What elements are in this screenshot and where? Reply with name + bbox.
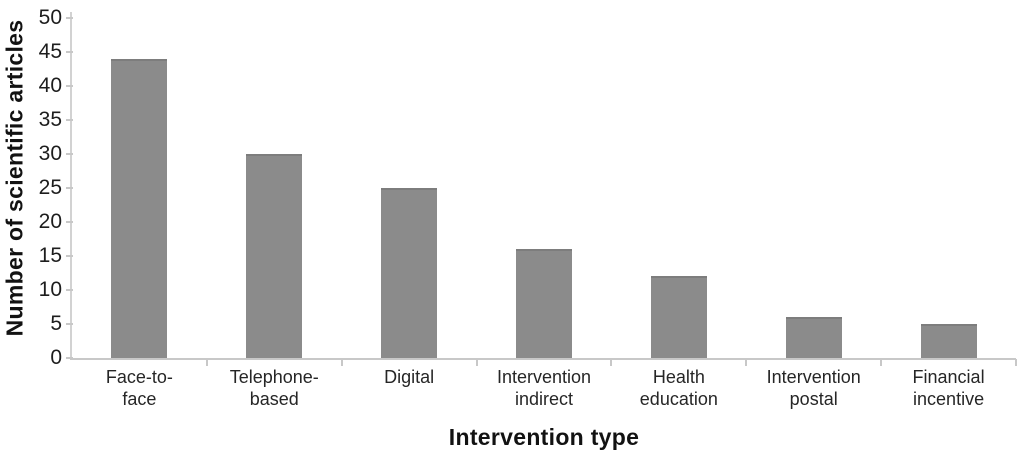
y-tick-label: 15	[38, 244, 62, 267]
y-tick-mark	[66, 221, 73, 223]
x-tick-mark	[1015, 359, 1017, 366]
y-tick-mark	[66, 153, 73, 155]
y-tick-label: 45	[38, 40, 62, 63]
bar-intervention-indirect	[516, 249, 572, 358]
y-tick-label: 50	[38, 6, 62, 29]
x-category-label: Intervention indirect	[496, 367, 592, 409]
x-tick-mark	[205, 359, 208, 366]
x-tick-mark	[745, 359, 748, 366]
y-tick-label: 40	[38, 74, 62, 97]
x-axis-title: Intervention type	[448, 424, 640, 450]
y-tick-mark	[66, 17, 73, 19]
bar-intervention-postal	[785, 317, 842, 358]
x-category-label: Face-to- face	[105, 367, 173, 409]
y-tick-mark	[66, 255, 73, 257]
y-tick-mark	[66, 187, 73, 189]
bar-digital	[381, 188, 438, 358]
y-axis-line	[70, 12, 72, 360]
x-tick-mark	[475, 359, 478, 366]
y-tick-label: 5	[50, 312, 62, 335]
x-category-label: Intervention postal	[766, 367, 861, 409]
x-tick-mark	[610, 359, 613, 366]
y-tick-mark	[66, 51, 73, 53]
x-category-label: Telephone- based	[229, 367, 319, 409]
bar-face-to-face	[111, 58, 168, 358]
y-tick-mark	[66, 289, 73, 291]
y-tick-mark	[66, 357, 73, 359]
x-category-label: Digital	[384, 367, 435, 387]
y-tick-label: 20	[38, 210, 62, 233]
x-category-label: Financial incentive	[912, 367, 985, 409]
y-tick-label: 35	[38, 108, 62, 131]
bar-health-education	[650, 276, 707, 358]
x-tick-mark	[340, 359, 343, 366]
y-tick-label: 10	[38, 278, 62, 301]
y-tick-label: 0	[50, 346, 62, 369]
y-tick-mark	[66, 85, 73, 87]
x-axis-line	[70, 358, 1016, 360]
y-tick-label: 25	[38, 176, 62, 199]
bar-telephone-based	[246, 154, 303, 358]
y-tick-mark	[66, 323, 73, 325]
x-tick-mark	[880, 359, 883, 366]
y-tick-label: 30	[38, 142, 62, 165]
x-category-label: Health education	[639, 367, 718, 409]
bar-financial-incentive	[920, 324, 977, 358]
y-tick-mark	[66, 119, 73, 121]
